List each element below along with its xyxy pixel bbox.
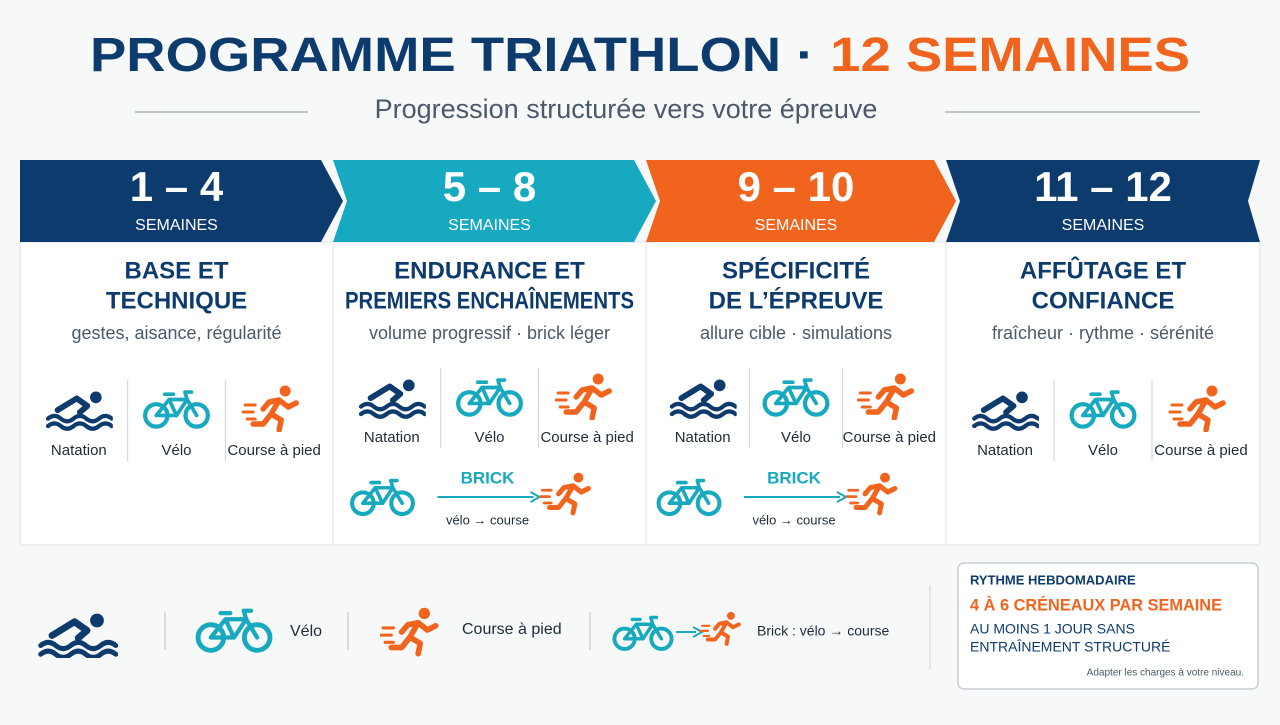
phase-title: AFFÛTAGE ET xyxy=(1020,256,1187,284)
phase-subtitle: fraîcheur · rythme · sérénité xyxy=(992,323,1214,343)
legend-brick-run-icon xyxy=(701,612,739,644)
sport-label: Course à pied xyxy=(1154,442,1247,459)
phase-title: SPÉCIFICITÉ xyxy=(722,256,870,284)
phase-header xyxy=(646,160,956,242)
phase-title: ENDURANCE ET xyxy=(394,257,585,284)
weekly-box xyxy=(957,562,1259,690)
phase-header xyxy=(333,160,656,242)
sport-label: Course à pied xyxy=(843,429,936,446)
brick-caption: vélo → course xyxy=(752,512,835,527)
title-main: PROGRAMME TRIATHLON · xyxy=(90,29,814,82)
brick-caption: vélo → course xyxy=(446,512,529,527)
legend-swim-icon xyxy=(41,614,116,658)
legend-label: Course à pied xyxy=(462,621,562,638)
phase-title: BASE ET xyxy=(124,257,228,284)
sport-label: Natation xyxy=(675,429,731,446)
legend-label: Vélo xyxy=(290,623,322,640)
sport-label: Vélo xyxy=(161,442,191,459)
phase-unit: SEMAINES xyxy=(1062,217,1145,234)
phase-unit: SEMAINES xyxy=(448,217,531,234)
sport-label: Vélo xyxy=(781,429,811,446)
phase-title: CONFIANCE xyxy=(1032,287,1175,314)
page-title: PROGRAMME TRIATHLON · 12 SEMAINES xyxy=(90,29,1190,82)
page-subtitle: Progression structurée vers votre épreuv… xyxy=(375,94,878,124)
sport-label: Natation xyxy=(977,442,1033,459)
phase-range: 1 – 4 xyxy=(130,163,224,210)
phase-subtitle: gestes, aisance, régularité xyxy=(71,323,281,343)
phase-panel xyxy=(19,241,1261,546)
legend-label: Brick : vélo → course xyxy=(757,623,889,639)
phase-subtitle: volume progressif · brick léger xyxy=(369,323,610,343)
arrow-head xyxy=(692,626,705,638)
phase-title: TECHNIQUE xyxy=(106,287,247,314)
phase-title: PREMIERS ENCHAÎNEMENTS xyxy=(345,286,634,314)
legend-run-icon xyxy=(381,608,436,654)
sport-label: Natation xyxy=(51,442,107,459)
phase-title: DE L’ÉPREUVE xyxy=(709,286,884,314)
phase-header xyxy=(20,160,343,242)
weekly-heading: RYTHME HEBDOMADAIRE xyxy=(970,572,1136,587)
weekly-note: ENTRAÎNEMENT STRUCTURÉ xyxy=(970,639,1170,655)
title-accent: 12 SEMAINES xyxy=(830,29,1190,82)
phase-unit: SEMAINES xyxy=(135,217,218,234)
phase-range: 11 – 12 xyxy=(1034,163,1172,210)
phase-unit: SEMAINES xyxy=(755,217,838,234)
brick-label: BRICK xyxy=(461,468,516,487)
sport-label: Natation xyxy=(364,429,420,446)
sport-label: Vélo xyxy=(474,429,504,446)
sport-label: Course à pied xyxy=(540,429,633,446)
legend-brick-bike-icon xyxy=(612,615,674,651)
phase-subtitle: allure cible · simulations xyxy=(700,323,892,343)
weekly-highlight: 4 À 6 CRÉNEAUX PAR SEMAINE xyxy=(970,595,1222,614)
weekly-footnote: Adapter les charges à votre niveau. xyxy=(1087,668,1244,679)
legend-bike-icon xyxy=(198,611,270,651)
phase-range: 9 – 10 xyxy=(738,163,855,210)
sport-label: Course à pied xyxy=(227,442,320,459)
weekly-note: AU MOINS 1 JOUR SANS xyxy=(970,621,1135,637)
sport-label: Vélo xyxy=(1088,442,1118,459)
phase-header xyxy=(946,160,1260,242)
phase-range: 5 – 8 xyxy=(443,163,536,210)
brick-label: BRICK xyxy=(767,468,822,487)
